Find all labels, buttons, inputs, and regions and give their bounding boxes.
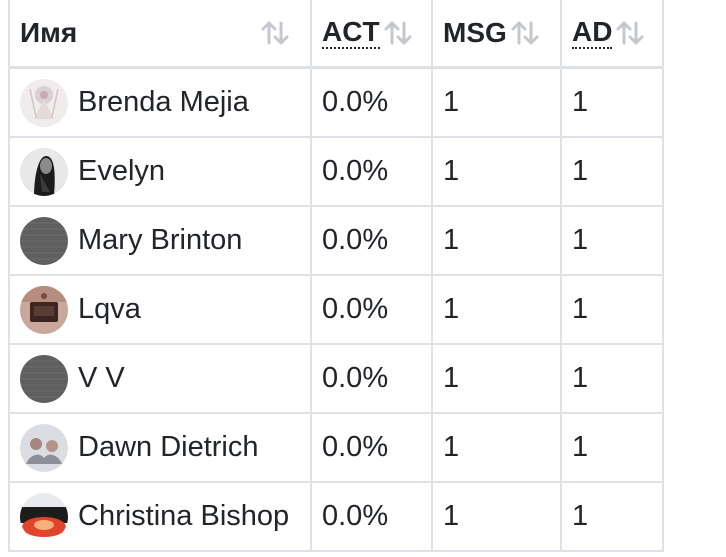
- column-header-ad-label: AD: [572, 16, 613, 49]
- cell-act: 0.0%: [311, 413, 433, 483]
- cell-ad: 1: [561, 67, 664, 138]
- cell-ad: 1: [561, 413, 664, 483]
- photo-avatar[interactable]: [20, 147, 68, 196]
- cell-act: 0.0%: [311, 206, 433, 276]
- cell-ad: 1: [561, 275, 664, 345]
- member-name[interactable]: V V: [78, 362, 125, 394]
- table-header-row: Имя ACT MSG AD: [8, 0, 664, 69]
- cell-name: Mary Brinton: [8, 206, 312, 276]
- column-header-ad[interactable]: AD: [561, 0, 664, 69]
- column-header-msg-label: MSG: [443, 17, 507, 48]
- members-table: Имя ACT MSG AD: [8, 0, 664, 552]
- photo-avatar[interactable]: [20, 423, 68, 472]
- cell-msg: 1: [432, 137, 562, 207]
- table-row: Dawn Dietrich 0.0% 1 1: [8, 413, 664, 483]
- cell-msg: 1: [432, 206, 562, 276]
- cell-act: 0.0%: [311, 482, 433, 552]
- cell-msg: 1: [432, 413, 562, 483]
- table-row: Christina Bishop 0.0% 1 1: [8, 482, 664, 552]
- column-header-msg[interactable]: MSG: [432, 0, 562, 69]
- member-name[interactable]: Dawn Dietrich: [78, 431, 259, 463]
- sort-arrows-icon[interactable]: [510, 20, 540, 46]
- cell-act: 0.0%: [311, 344, 433, 414]
- cell-msg: 1: [432, 344, 562, 414]
- cell-msg: 1: [432, 482, 562, 552]
- column-header-act-label: ACT: [322, 16, 380, 49]
- photo-avatar[interactable]: [20, 78, 68, 127]
- member-name[interactable]: Mary Brinton: [78, 224, 243, 256]
- cell-name: Evelyn: [8, 137, 312, 207]
- cell-name: Lqva: [8, 275, 312, 345]
- cell-name: Brenda Mejia: [8, 67, 312, 138]
- table-row: Evelyn 0.0% 1 1: [8, 137, 664, 207]
- column-header-name[interactable]: Имя: [8, 0, 312, 69]
- cell-msg: 1: [432, 275, 562, 345]
- cell-ad: 1: [561, 137, 664, 207]
- cell-act: 0.0%: [311, 137, 433, 207]
- table-row: Lqva 0.0% 1 1: [8, 275, 664, 345]
- placeholder-avatar[interactable]: [20, 216, 68, 265]
- cell-name: Christina Bishop: [8, 482, 312, 552]
- cell-name: V V: [8, 344, 312, 414]
- photo-avatar[interactable]: [20, 285, 68, 334]
- sort-arrows-icon[interactable]: [615, 20, 645, 46]
- member-name[interactable]: Lqva: [78, 293, 141, 325]
- cell-ad: 1: [561, 206, 664, 276]
- cell-ad: 1: [561, 482, 664, 552]
- cell-ad: 1: [561, 344, 664, 414]
- member-name[interactable]: Brenda Mejia: [78, 86, 249, 118]
- sort-arrows-icon[interactable]: [260, 20, 290, 46]
- cell-msg: 1: [432, 67, 562, 138]
- table-row: V V 0.0% 1 1: [8, 344, 664, 414]
- member-name[interactable]: Evelyn: [78, 155, 166, 187]
- column-header-act[interactable]: ACT: [311, 0, 433, 69]
- column-header-name-label: Имя: [20, 17, 78, 48]
- placeholder-avatar[interactable]: [20, 354, 68, 403]
- sort-arrows-icon[interactable]: [383, 20, 413, 46]
- cell-name: Dawn Dietrich: [8, 413, 312, 483]
- table-row: Mary Brinton 0.0% 1 1: [8, 206, 664, 276]
- cell-act: 0.0%: [311, 275, 433, 345]
- member-name[interactable]: Christina Bishop: [78, 500, 290, 532]
- cell-act: 0.0%: [311, 67, 433, 138]
- photo-avatar[interactable]: [20, 492, 68, 541]
- table-row: Brenda Mejia 0.0% 1 1: [8, 67, 664, 138]
